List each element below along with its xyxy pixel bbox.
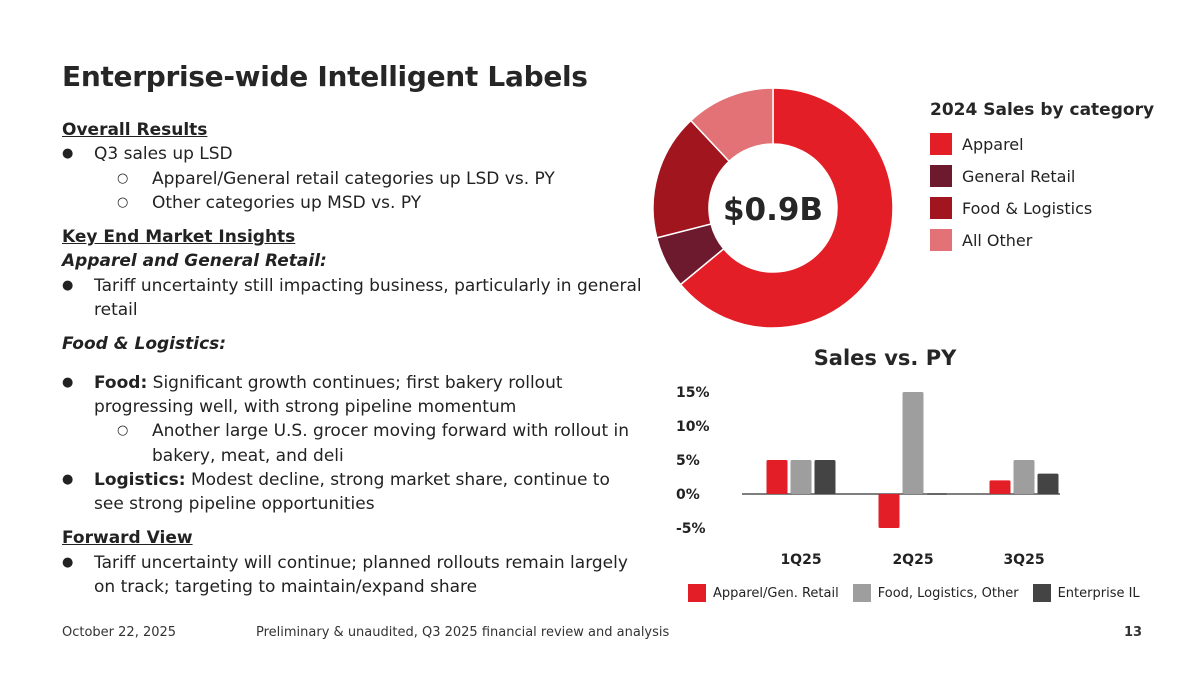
overall-sub-bullet-1: Apparel/General retail categories up LSD… bbox=[62, 167, 642, 192]
y-tick-label: -5% bbox=[676, 521, 706, 537]
legend-swatch-apparel bbox=[930, 133, 952, 155]
bar-2q25-enterprise-il bbox=[926, 493, 948, 495]
bar-legend-label-apparel: Apparel/Gen. Retail bbox=[713, 585, 839, 601]
legend-swatch-food-logistics bbox=[930, 197, 952, 219]
food-label: Food: bbox=[94, 372, 148, 393]
legend-label-food-logistics: Food & Logistics bbox=[962, 198, 1093, 218]
bar-legend-label-food: Food, Logistics, Other bbox=[877, 585, 1019, 601]
insights-heading: Key End Market Insights bbox=[62, 227, 296, 248]
footer-date: October 22, 2025 bbox=[62, 625, 177, 640]
logistics-text: Modest decline, strong market share, con… bbox=[94, 469, 610, 515]
legend-item-apparel: Apparel bbox=[930, 128, 1154, 160]
donut-slice-apparel bbox=[679, 87, 894, 329]
donut-slice-all-other bbox=[689, 87, 774, 163]
legend-item-general-retail: General Retail bbox=[930, 160, 1154, 192]
bar-2q25-food-logistics-other bbox=[902, 392, 924, 494]
logistics-bullet: Logistics: Modest decline, strong market… bbox=[62, 468, 642, 517]
apparel-list: Tariff uncertainty still impacting busin… bbox=[62, 274, 642, 323]
legend-item-food-logistics: Food & Logistics bbox=[930, 192, 1154, 224]
bar-legend-swatch-enterprise bbox=[1032, 584, 1051, 602]
overall-heading: Overall Results bbox=[62, 120, 208, 140]
bar-1q25-enterprise-il bbox=[814, 460, 836, 494]
x-category-label: 3Q25 bbox=[1003, 552, 1044, 568]
donut-center-label: $0.9B bbox=[723, 192, 823, 228]
bar-legend-swatch-apparel bbox=[688, 584, 706, 602]
donut-title: 2024 Sales by category bbox=[930, 100, 1155, 120]
bar-legend: Apparel/Gen. Retail Food, Logistics, Oth… bbox=[688, 584, 1154, 602]
page-number: 13 bbox=[1124, 625, 1143, 640]
bar-chart-title: Sales vs. PY bbox=[813, 346, 957, 370]
apparel-bullet: Tariff uncertainty still impacting busin… bbox=[62, 274, 642, 323]
legend-item-all-other: All Other bbox=[930, 224, 1154, 256]
bar-3q25-food-logistics-other bbox=[1013, 460, 1035, 494]
legend-swatch-general-retail bbox=[930, 165, 952, 187]
food-subheading: Food & Logistics: bbox=[62, 334, 227, 355]
donut-legend: 2024 Sales by category Apparel General R… bbox=[930, 100, 1154, 256]
bar-legend-apparel: Apparel/Gen. Retail bbox=[688, 584, 839, 602]
forward-list: Tariff uncertainty will continue; planne… bbox=[62, 551, 642, 600]
bar-legend-label-enterprise: Enterprise IL bbox=[1057, 585, 1140, 601]
bar-legend-swatch-food bbox=[852, 584, 871, 602]
y-tick-label: 10% bbox=[676, 419, 710, 435]
overall-sub-bullet-2: Other categories up MSD vs. PY bbox=[62, 191, 642, 216]
y-tick-label: 15% bbox=[676, 385, 710, 401]
page-title: Enterprise-wide Intelligent Labels bbox=[62, 60, 588, 93]
sales-donut-chart: $0.9B bbox=[652, 87, 894, 329]
y-tick-label: 0% bbox=[676, 487, 700, 503]
bar-3q25-enterprise-il bbox=[1037, 473, 1059, 494]
bar-1q25-food-logistics-other bbox=[790, 460, 812, 494]
food-sub-bullet: Another large U.S. grocer moving forward… bbox=[62, 419, 642, 468]
y-tick-label: 5% bbox=[676, 453, 700, 469]
x-category-label: 2Q25 bbox=[892, 552, 933, 568]
forward-heading: Forward View bbox=[62, 528, 193, 549]
overall-list: Q3 sales up LSD Apparel/General retail c… bbox=[62, 142, 642, 215]
bar-3q25-apparel-gen-retail bbox=[989, 480, 1011, 494]
bar-2q25-apparel-gen-retail bbox=[878, 494, 900, 528]
bar-legend-food: Food, Logistics, Other bbox=[852, 584, 1019, 602]
legend-label-apparel: Apparel bbox=[962, 134, 1024, 154]
bar-legend-enterprise: Enterprise IL bbox=[1032, 584, 1140, 602]
logistics-label: Logistics: bbox=[94, 469, 186, 490]
legend-label-all-other: All Other bbox=[962, 230, 1033, 250]
forward-bullet: Tariff uncertainty will continue; planne… bbox=[62, 551, 642, 600]
legend-label-general-retail: General Retail bbox=[962, 166, 1076, 186]
overall-bullet: Q3 sales up LSD bbox=[62, 142, 642, 167]
food-bullet: Food: Significant growth continues; firs… bbox=[62, 371, 642, 420]
food-list: Food: Significant growth continues; firs… bbox=[62, 371, 642, 517]
x-category-label: 1Q25 bbox=[780, 552, 821, 568]
food-text: Significant growth continues; first bake… bbox=[94, 372, 563, 417]
text-panel: Overall Results Q3 sales up LSD Apparel/… bbox=[62, 118, 642, 599]
apparel-subheading: Apparel and General Retail: bbox=[62, 251, 327, 272]
legend-swatch-all-other bbox=[930, 229, 952, 251]
footer-note: Preliminary & unaudited, Q3 2025 financi… bbox=[256, 625, 670, 640]
bar-1q25-apparel-gen-retail bbox=[766, 460, 788, 494]
sales-vs-py-bar-chart: 15% 10% 5% 0% -5% 1Q25 2Q25 3Q25 bbox=[676, 385, 1060, 568]
